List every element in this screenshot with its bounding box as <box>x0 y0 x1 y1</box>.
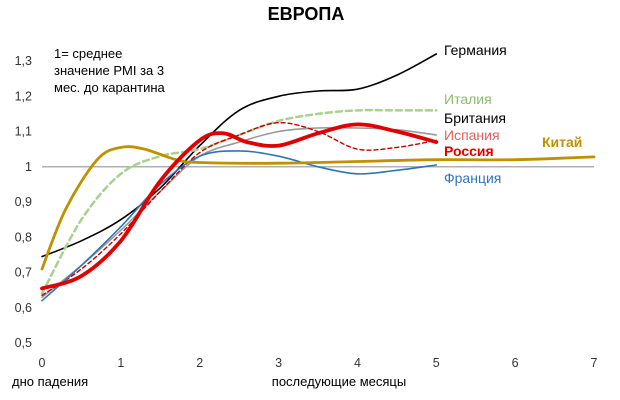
y-tick-label: 0,9 <box>15 195 32 209</box>
series-label-Германия: Германия <box>444 42 507 58</box>
x-axis-label: последующие месяцы <box>272 374 406 389</box>
y-tick-label: 1,3 <box>15 54 32 68</box>
series-label-Италия: Италия <box>444 91 492 107</box>
y-tick-label: 0,7 <box>15 266 32 280</box>
chart-title: ЕВРОПА <box>268 4 345 24</box>
x-tick-label: 5 <box>433 356 440 370</box>
x-tick-label: 2 <box>196 356 203 370</box>
series-label-Франция: Франция <box>444 170 501 186</box>
y-tick-label: 1,2 <box>15 89 32 103</box>
series-line-Испания <box>41 121 437 297</box>
note-line: значение PMI за 3 <box>54 63 164 78</box>
series-line-Франция <box>41 150 438 302</box>
y-axis-ticks: 0,5 0,6 0,7 0,8 0,9 1 1,1 1,2 1,3 <box>15 54 32 350</box>
series-label-Россия: Россия <box>444 143 494 159</box>
series-label-Британия: Британия <box>444 110 506 126</box>
series-line-Германия <box>41 53 438 258</box>
note-line: 1= среднее <box>54 46 122 61</box>
series-line-Италия <box>40 108 438 295</box>
series-label-Китай: Китай <box>542 134 582 150</box>
x-tick-label: 7 <box>591 356 598 370</box>
note-line: мес. до карантина <box>54 80 166 95</box>
y-tick-label: 0,8 <box>15 230 32 244</box>
x-axis-label-left: дно падения <box>12 374 88 389</box>
series-line-Россия <box>40 122 439 291</box>
x-tick-label: 3 <box>275 356 282 370</box>
x-axis-ticks: 0 1 2 3 4 5 6 7 <box>39 356 598 370</box>
chart-note: 1= среднее значение PMI за 3 мес. до каран… <box>54 46 166 95</box>
x-tick-label: 6 <box>512 356 519 370</box>
x-tick-label: 0 <box>39 356 46 370</box>
series-line-Китай <box>40 145 596 271</box>
x-tick-label: 4 <box>354 356 361 370</box>
series-line-Британия <box>41 126 438 298</box>
x-tick-label: 1 <box>117 356 124 370</box>
y-tick-label: 0,6 <box>15 301 32 315</box>
y-tick-label: 0,5 <box>15 336 32 350</box>
series-group <box>40 53 596 302</box>
series-label-Испания: Испания <box>444 127 500 143</box>
y-tick-label: 1 <box>25 160 32 174</box>
y-tick-label: 1,1 <box>15 125 32 139</box>
